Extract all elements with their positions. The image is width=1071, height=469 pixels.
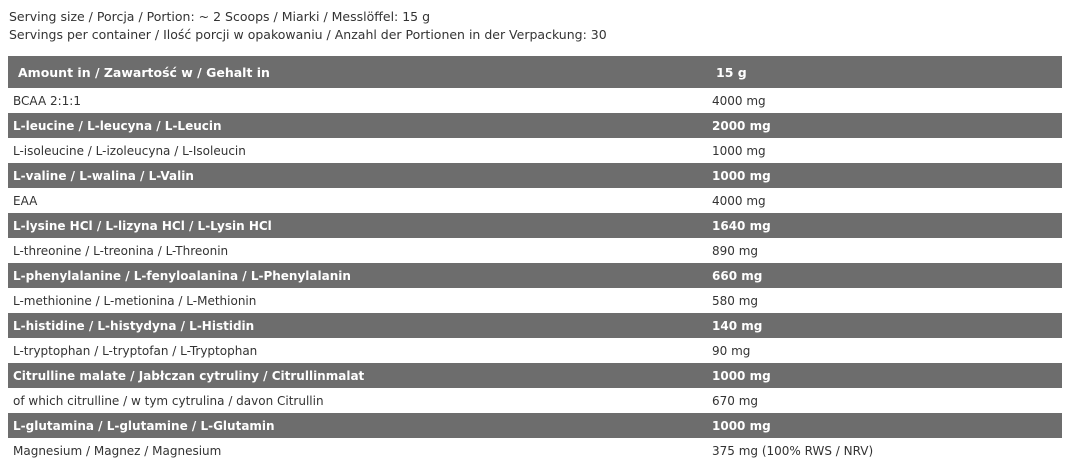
table-header: Amount in / Zawartość w / Gehalt in 15 g <box>8 56 1062 88</box>
servings-per-container: Servings per container / Ilość porcji w … <box>9 27 607 42</box>
table-row: L-glutamina / L-glutamine / L-Glutamin 10… <box>8 413 1062 438</box>
table-row: BCAA 2:1:1 4000 mg <box>8 88 1062 113</box>
table-row: L-valine / L-walina / L-Valin 1000 mg <box>8 163 1062 188</box>
table-row: L-methionine / L-metionina / L-Methionin… <box>8 288 1062 313</box>
ingredient-name: L-histidine / L-histydyna / L-Histidin <box>8 313 712 338</box>
header-amount-in: Amount in / Zawartość w / Gehalt in <box>8 56 712 88</box>
table-row: L-histidine / L-histydyna / L-Histidin 14… <box>8 313 1062 338</box>
ingredient-name: L-valine / L-walina / L-Valin <box>8 163 712 188</box>
table-row: Citrulline malate / Jabłczan cytruliny /… <box>8 363 1062 388</box>
table-row: Magnesium / Magnez / Magnesium 375 mg (10… <box>8 438 1062 463</box>
table-row: EAA 4000 mg <box>8 188 1062 213</box>
ingredient-amount: 660 mg <box>712 263 1062 288</box>
ingredient-amount: 1000 mg <box>712 143 766 158</box>
header-serving: 15 g <box>712 56 1062 88</box>
ingredient-name: Magnesium / Magnez / Magnesium <box>13 443 222 458</box>
ingredient-amount: 2000 mg <box>712 113 1062 138</box>
ingredient-amount: 1000 mg <box>712 413 1062 438</box>
ingredient-amount: 890 mg <box>712 243 759 258</box>
table-row: L-phenylalanine / L-fenyloalanina / L-Ph… <box>8 263 1062 288</box>
table-row: of which citrulline / w tym cytrulina / … <box>8 388 1062 413</box>
table-row: L-lysine HCl / L-lizyna HCl / L-Lysin HC… <box>8 213 1062 238</box>
ingredient-amount: 90 mg <box>712 343 751 358</box>
ingredient-amount: 375 mg (100% RWS / NRV) <box>712 443 874 458</box>
table-row: L-isoleucine / L-izoleucyna / L-Isoleuci… <box>8 138 1062 163</box>
ingredient-name: L-lysine HCl / L-lizyna HCl / L-Lysin HC… <box>8 213 712 238</box>
ingredient-amount: 1640 mg <box>712 213 1062 238</box>
table-row: L-tryptophan / L-tryptofan / L-Tryptopha… <box>8 338 1062 363</box>
ingredient-amount: 1000 mg <box>712 363 1062 388</box>
ingredient-name: L-glutamina / L-glutamine / L-Glutamin <box>8 413 712 438</box>
serving-size: Serving size / Porcja / Portion: ~ 2 Sco… <box>9 9 431 24</box>
ingredient-name: EAA <box>13 193 38 208</box>
ingredient-amount: 1000 mg <box>712 163 1062 188</box>
ingredient-amount: 4000 mg <box>712 93 766 108</box>
ingredient-name: L-phenylalanine / L-fenyloalanina / L-Ph… <box>8 263 712 288</box>
ingredient-name: L-leucine / L-leucyna / L-Leucin <box>8 113 712 138</box>
ingredient-name: of which citrulline / w tym cytrulina / … <box>13 393 324 408</box>
nutrition-table: Amount in / Zawartość w / Gehalt in 15 g… <box>8 56 1062 463</box>
ingredient-amount: 670 mg <box>712 393 759 408</box>
ingredient-name: L-methionine / L-metionina / L-Methionin <box>13 293 257 308</box>
ingredient-name: L-isoleucine / L-izoleucyna / L-Isoleuci… <box>13 143 246 158</box>
table-row: L-threonine / L-treonina / L-Threonin 890… <box>8 238 1062 263</box>
ingredient-name: L-threonine / L-treonina / L-Threonin <box>13 243 229 258</box>
ingredient-name: Citrulline malate / Jabłczan cytruliny /… <box>8 363 712 388</box>
ingredient-amount: 580 mg <box>712 293 759 308</box>
ingredient-name: BCAA 2:1:1 <box>13 93 81 108</box>
ingredient-amount: 140 mg <box>712 313 1062 338</box>
ingredient-amount: 4000 mg <box>712 193 766 208</box>
table-row: L-leucine / L-leucyna / L-Leucin 2000 mg <box>8 113 1062 138</box>
ingredient-name: L-tryptophan / L-tryptofan / L-Tryptopha… <box>13 343 258 358</box>
serving-info: Serving size / Porcja / Portion: ~ 2 Sco… <box>9 8 607 44</box>
